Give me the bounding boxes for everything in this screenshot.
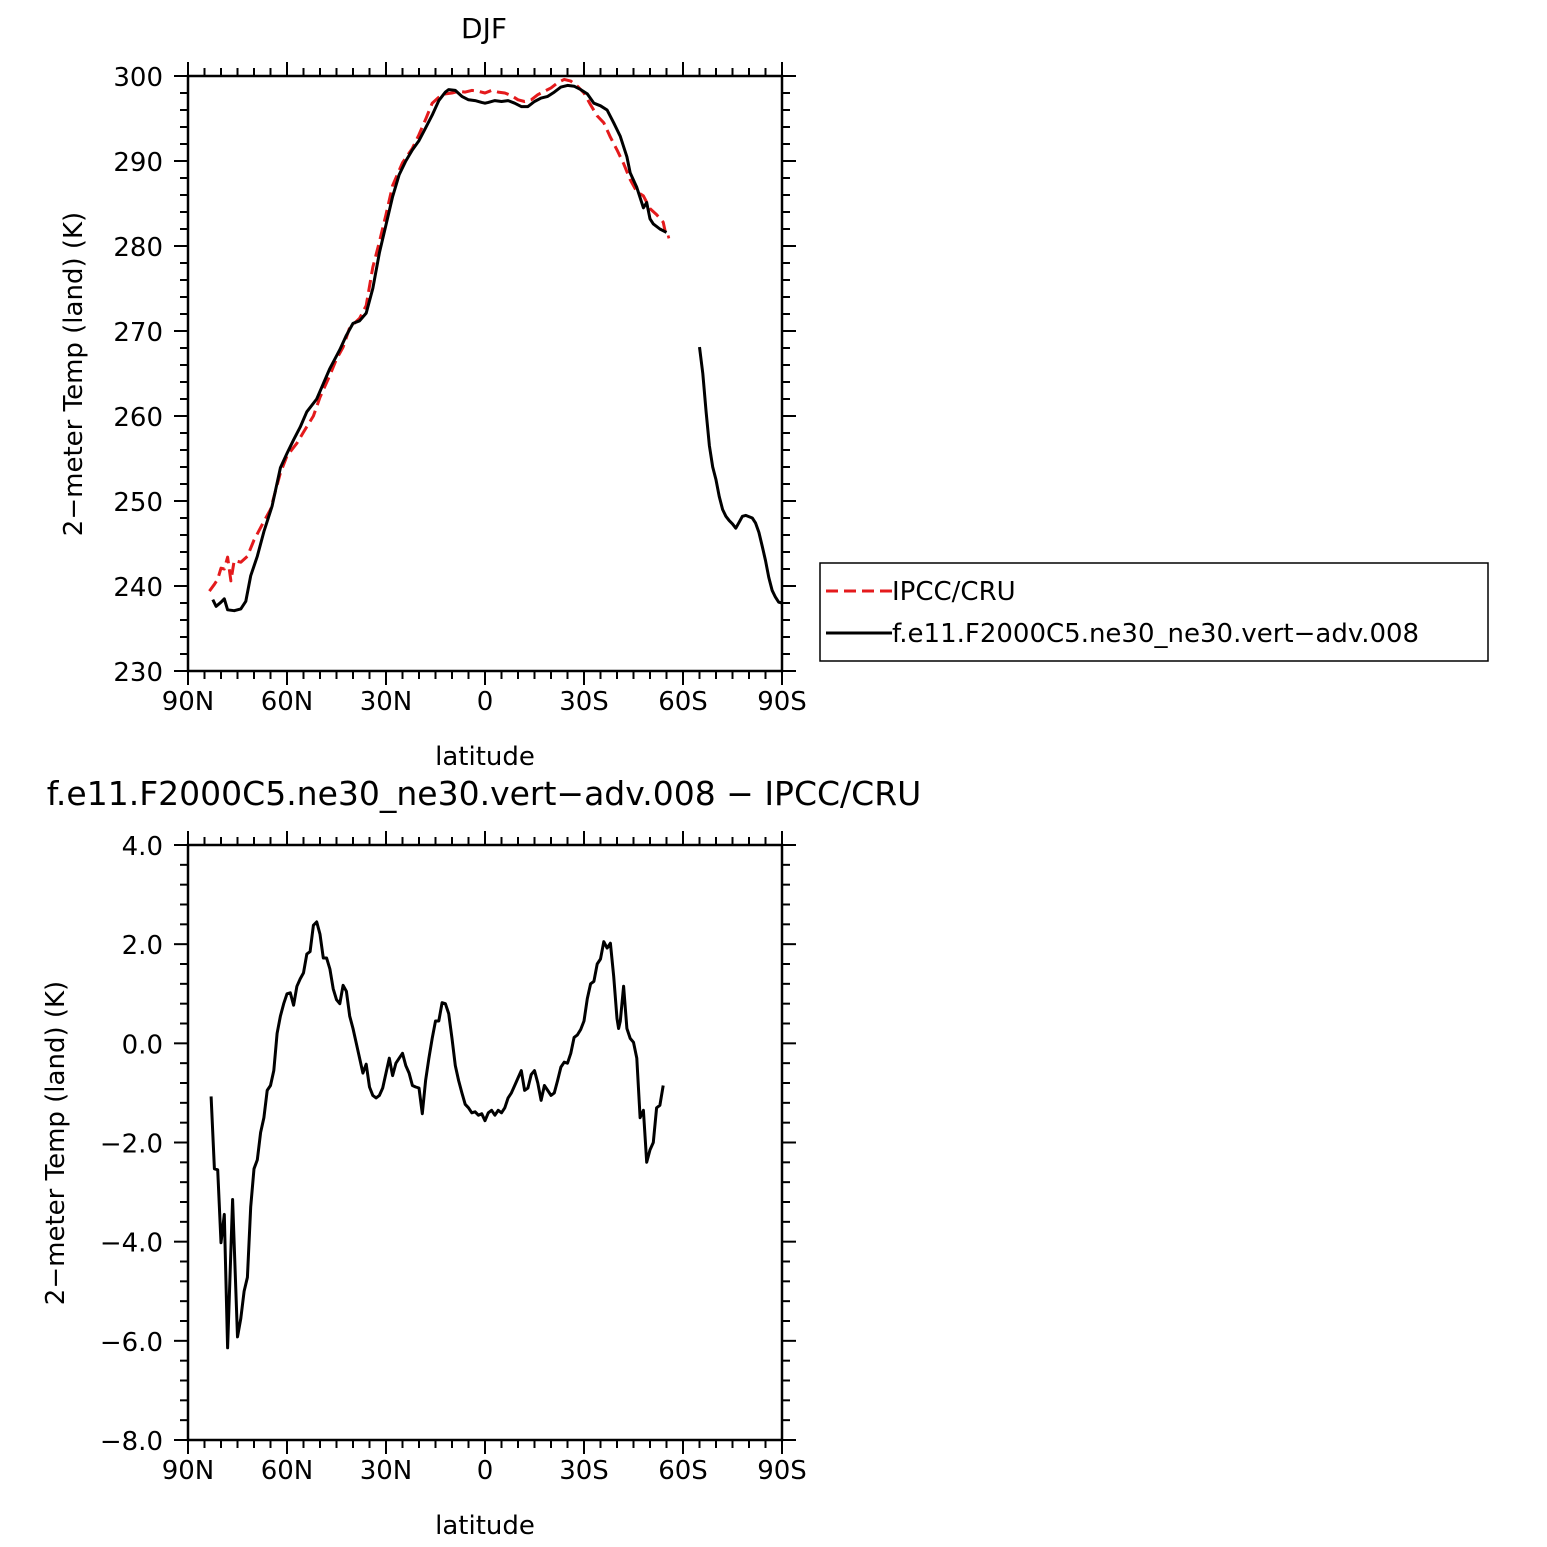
bottom-x-tick-label: 60N — [261, 1456, 314, 1486]
bottom-series-0-line — [209, 920, 665, 1350]
top-x-tick-label: 90N — [162, 687, 215, 717]
bottom-x-axis-label: latitude — [435, 1511, 535, 1541]
top-x-tick-label: 0 — [477, 687, 494, 717]
top-y-tick-label: 260 — [113, 403, 163, 433]
bottom-x-tick-label: 30N — [360, 1456, 413, 1486]
top-x-axis-label: latitude — [435, 742, 535, 772]
bottom-y-tick-label: −8.0 — [100, 1427, 163, 1457]
top-y-tick-label: 230 — [113, 658, 163, 688]
top-y-tick-label: 290 — [113, 148, 163, 178]
top-panel: DJF 90N 60N 30N 0 30S 60S 90S 230 240 250 260 270 28… — [59, 12, 807, 772]
bottom-y-tick-label: 2.0 — [122, 931, 163, 961]
bottom-y-tick-label: 4.0 — [122, 832, 163, 862]
top-y-tick-label: 240 — [113, 573, 163, 603]
legend-label-ipcc-cru: IPCC/CRU — [892, 577, 1016, 607]
bottom-y-tick-label: −6.0 — [100, 1328, 163, 1358]
top-x-tick-label: 60N — [261, 687, 314, 717]
top-y-tick-label: 280 — [113, 233, 163, 263]
top-x-tick-label: 60S — [658, 687, 708, 717]
bottom-chart-title: f.e11.F2000C5.ne30_ne30.vert−adv.008 − I… — [47, 774, 922, 813]
top-series-0-line — [208, 77, 671, 592]
top-y-tick-label: 270 — [113, 318, 163, 348]
bottom-x-tick-label: 90S — [757, 1456, 807, 1486]
top-x-tick-label: 30N — [360, 687, 413, 717]
top-series-1-line — [211, 83, 668, 613]
bottom-x-tick-label: 0 — [477, 1456, 494, 1486]
bottom-x-tick-label: 60S — [658, 1456, 708, 1486]
top-y-tick-label: 250 — [113, 488, 163, 518]
bottom-panel: f.e11.F2000C5.ne30_ne30.vert−adv.008 − I… — [41, 774, 921, 1541]
top-y-axis-label: 2−meter Temp (land) (K) — [59, 212, 89, 536]
legend-box — [819, 562, 1489, 662]
top-chart-title: DJF — [461, 12, 507, 45]
bottom-x-tick-label: 90N — [162, 1456, 215, 1486]
bottom-plot-area: 90N 60N 30N 0 30S 60S 90S −8.0 −6.0 −4.0 −2.0 0.0 2.… — [100, 831, 807, 1486]
top-frame — [186, 74, 784, 673]
top-x-tick-label: 30S — [559, 687, 609, 717]
bottom-y-tick-label: −4.0 — [100, 1229, 163, 1259]
top-y-tick-label: 300 — [113, 63, 163, 93]
bottom-y-tick-label: 0.0 — [122, 1030, 163, 1060]
top-x-tick-label: 90S — [757, 687, 807, 717]
top-plot-area: 90N 60N 30N 0 30S 60S 90S 230 240 250 260 270 280 290… — [113, 62, 807, 717]
bottom-y-axis-label: 2−meter Temp (land) (K) — [41, 981, 71, 1305]
legend: IPCC/CRU f.e11.F2000C5.ne30_ne30.vert−ad… — [819, 562, 1489, 662]
top-series-1-line — [698, 346, 783, 605]
bottom-x-tick-label: 30S — [559, 1456, 609, 1486]
bottom-y-tick-label: −2.0 — [100, 1130, 163, 1160]
legend-label-model: f.e11.F2000C5.ne30_ne30.vert−adv.008 — [892, 619, 1419, 649]
bottom-frame — [186, 843, 784, 1442]
